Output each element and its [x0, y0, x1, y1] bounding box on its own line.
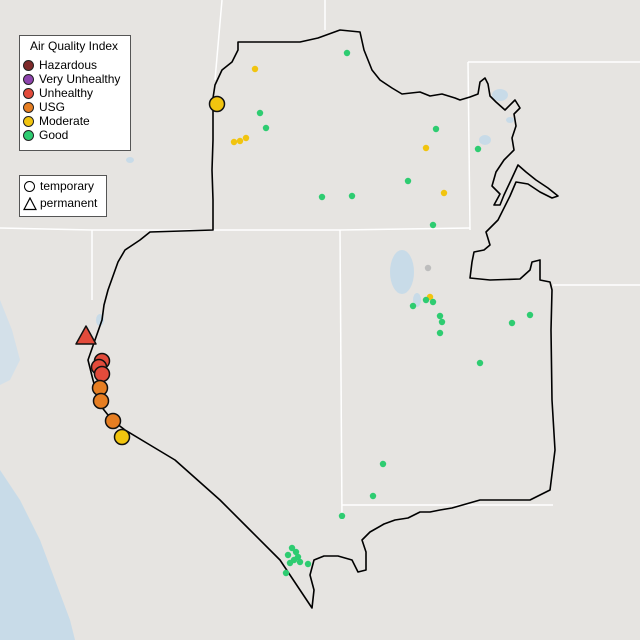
lake-small-4: [126, 157, 134, 163]
monitor-dot[interactable]: [404, 177, 412, 185]
monitor-dot[interactable]: [292, 548, 300, 556]
aqi-legend-title: Air Quality Index: [30, 39, 119, 53]
lake-small-2: [506, 117, 514, 123]
monitor-type-legend: temporary permanent: [19, 175, 107, 217]
triangle-icon: [23, 197, 37, 211]
very-unhealthy-swatch: [23, 74, 34, 85]
lake-small-1: [479, 135, 491, 145]
legend-label: Moderate: [39, 114, 90, 128]
permanent-monitor-marker[interactable]: [75, 325, 97, 345]
moderate-swatch: [23, 116, 34, 127]
monitor-dot[interactable]: [262, 124, 270, 132]
monitor-dot[interactable]: [288, 544, 296, 552]
monitor-dot[interactable]: [508, 319, 516, 327]
legend-label: Unhealthy: [39, 86, 94, 100]
monitor-dot[interactable]: [230, 138, 238, 146]
lake-small-3: [492, 89, 508, 101]
lake-utah: [413, 293, 421, 307]
legend-label: USG: [39, 100, 66, 114]
temporary-monitor-marker[interactable]: [93, 365, 111, 383]
monitor-dot[interactable]: [438, 318, 446, 326]
monitor-dot[interactable]: [348, 192, 356, 200]
monitor-dot[interactable]: [284, 551, 292, 559]
monitor-dot[interactable]: [294, 553, 302, 561]
monitor-dot[interactable]: [236, 137, 244, 145]
legend-label: Very Unhealthy: [39, 72, 121, 86]
monitor-dot[interactable]: [476, 359, 484, 367]
monitor-dot[interactable]: [282, 569, 290, 577]
monitor-dot[interactable]: [409, 302, 417, 310]
monitor-dot[interactable]: [440, 189, 448, 197]
pacific-ocean: [0, 470, 75, 640]
monitor-dot[interactable]: [422, 296, 430, 304]
monitor-dot[interactable]: [256, 109, 264, 117]
temporary-monitor-marker[interactable]: [113, 428, 131, 446]
legend-label: Hazardous: [39, 58, 98, 72]
legend-label: temporary: [40, 179, 95, 193]
legend-label: permanent: [40, 196, 98, 210]
hazardous-swatch: [23, 60, 34, 71]
temporary-monitor-marker[interactable]: [104, 412, 122, 430]
monitor-dot[interactable]: [251, 65, 259, 73]
aqi-legend: Air Quality Index Hazardous Very Unhealt…: [19, 35, 131, 151]
monitor-dot[interactable]: [338, 512, 346, 520]
monitor-dot[interactable]: [436, 312, 444, 320]
monitor-dot[interactable]: [379, 460, 387, 468]
monitor-dot[interactable]: [474, 145, 482, 153]
smoke-region-outline: [87, 29, 559, 609]
monitor-dot[interactable]: [343, 49, 351, 57]
monitor-dot[interactable]: [286, 559, 294, 567]
monitor-dot[interactable]: [369, 492, 377, 500]
great-salt-lake: [390, 250, 414, 294]
ocean-north: [0, 300, 20, 385]
state-borders: [0, 0, 640, 521]
legend-label: Good: [39, 128, 69, 142]
monitor-dot[interactable]: [429, 221, 437, 229]
monitor-dot[interactable]: [304, 560, 312, 568]
monitor-dot[interactable]: [432, 125, 440, 133]
good-swatch: [23, 130, 34, 141]
temporary-monitor-marker[interactable]: [208, 95, 226, 113]
monitor-dot[interactable]: [318, 193, 326, 201]
temporary-monitor-marker[interactable]: [92, 392, 110, 410]
monitor-dot[interactable]: [424, 264, 432, 272]
monitor-dot[interactable]: [422, 144, 430, 152]
unhealthy-swatch: [23, 88, 34, 99]
usg-swatch: [23, 102, 34, 113]
monitor-dot[interactable]: [526, 311, 534, 319]
circle-icon: [24, 181, 35, 192]
monitor-dot[interactable]: [242, 134, 250, 142]
monitor-dot[interactable]: [436, 329, 444, 337]
monitor-dot[interactable]: [429, 298, 437, 306]
monitor-dot[interactable]: [296, 558, 304, 566]
